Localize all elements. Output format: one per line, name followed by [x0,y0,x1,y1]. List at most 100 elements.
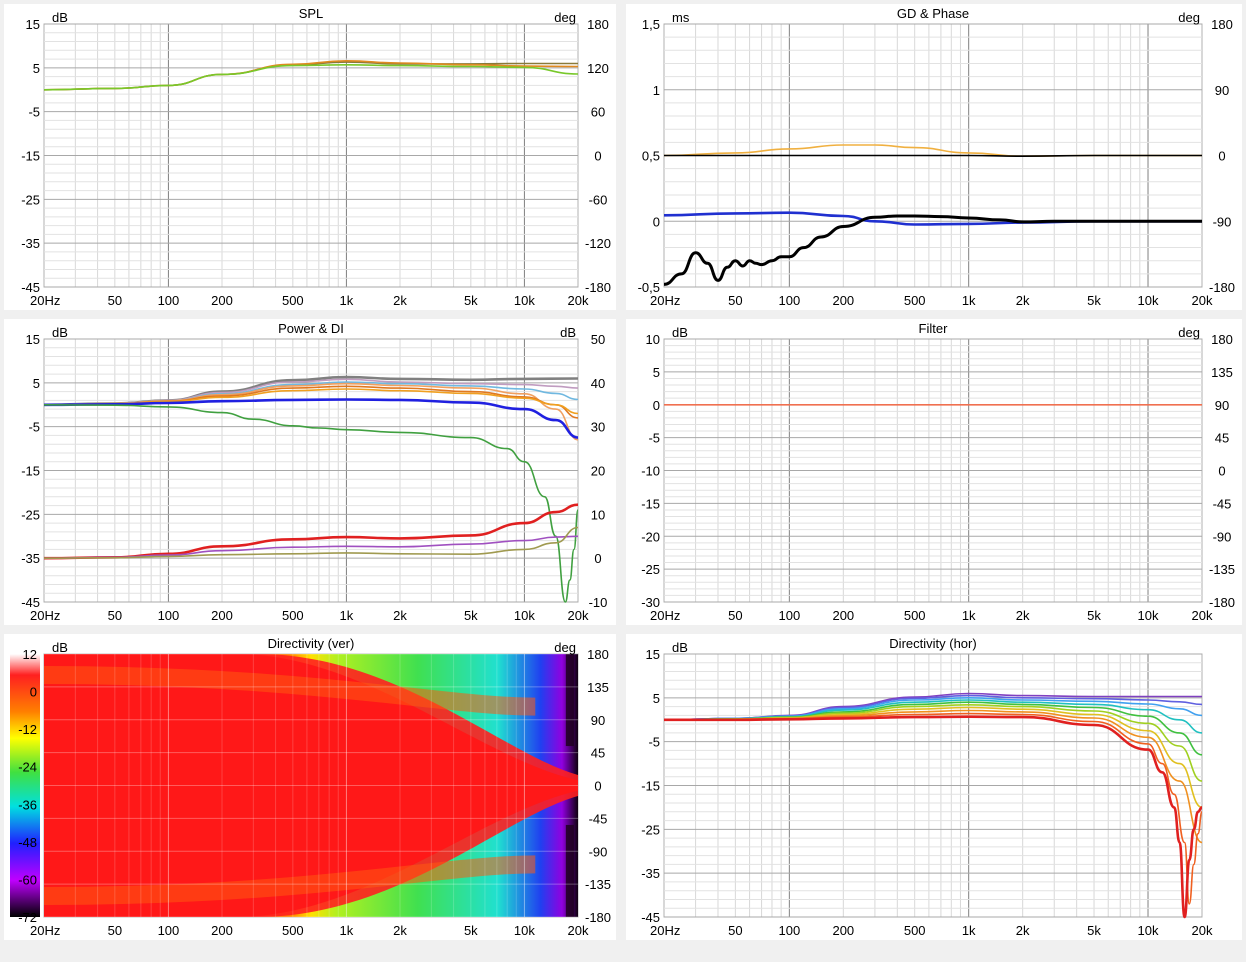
chart-title: Power & DI [278,321,344,336]
x-tick-label: 200 [832,923,854,938]
x-tick-label: 5k [1087,293,1101,308]
y2-tick-label: 135 [1211,365,1233,380]
y-tick-label: 5 [653,365,660,380]
x-tick-label: 20Hz [650,608,680,623]
colorbar-tick-label: 0 [30,685,37,700]
y2-tick-label: 180 [1211,332,1233,347]
x-tick-label: 10k [1138,608,1159,623]
x-tick-label: 100 [158,923,180,938]
y-tick-label: -25 [21,192,40,207]
x-tick-label: 20Hz [30,923,60,938]
y-unit-label: dB [52,640,68,655]
x-tick-label: 500 [282,293,304,308]
y2-tick-label: 90 [591,713,605,728]
y-tick-label: -35 [641,866,660,881]
y-tick-label: -25 [641,562,660,577]
x-tick-label: 20Hz [30,293,60,308]
x-tick-label: 10k [1138,293,1159,308]
y2-tick-label: 0 [594,149,601,164]
y2-tick-label: 0 [1218,149,1225,164]
x-tick-label: 100 [778,923,800,938]
y2-tick-label: -60 [589,192,608,207]
y2-tick-label: -120 [585,236,611,251]
power-di-chart: 20Hz 50 100 200 500 1k 2k 5k 10k 20k 15 5 -5 -15 -25 -3… [4,319,616,625]
x-tick-label: 200 [211,923,233,938]
x-tick-label: 20Hz [30,608,60,623]
y2-tick-label: -45 [589,811,608,826]
x-tick-label: 1k [962,293,976,308]
y-tick-label: 5 [33,61,40,76]
x-tick-label: 2k [393,923,407,938]
x-tick-label: 5k [464,923,478,938]
y2-tick-label: -90 [1213,214,1232,229]
x-tick-label: 2k [393,293,407,308]
y2-tick-label: -180 [1209,280,1235,295]
y2-tick-label: -180 [585,280,611,295]
x-tick-label: 20k [1192,608,1213,623]
x-tick-label: 20k [568,293,589,308]
series-line-1 [664,154,1202,158]
x-tick-label: 500 [282,608,304,623]
y2-tick-label: 120 [587,61,609,76]
x-tick-label: 20k [1192,923,1213,938]
y-tick-label: -25 [641,822,660,837]
y-tick-label: 15 [26,17,40,32]
y2-tick-label: 45 [591,746,605,761]
chart-title: Directivity (ver) [268,636,355,651]
x-tick-label: 500 [904,923,926,938]
y2-tick-label: -10 [589,595,608,610]
y-tick-label: 1 [653,83,660,98]
x-tick-label: 50 [108,608,122,623]
y2-tick-label: -135 [1209,562,1235,577]
series-line-2 [43,63,579,91]
x-tick-label: 500 [904,293,926,308]
y2-tick-label: 135 [587,680,609,695]
x-tick-label: 100 [778,293,800,308]
y2-tick-label: 50 [591,332,605,347]
x-tick-label: 50 [728,923,742,938]
x-tick-label: 20Hz [650,923,680,938]
y2-tick-label: 30 [591,420,605,435]
directivity-hor-plot: 20Hz 50 100 200 500 1k 2k 5k 10k 20k 15 5 -5 -15 -25 -3… [641,636,1213,938]
x-tick-label: 200 [832,293,854,308]
series-line-10 [43,526,579,559]
y-tick-label: -35 [21,551,40,566]
colorbar-tick-label: -48 [18,835,37,850]
y2-tick-label: 90 [1215,398,1229,413]
series-line-9 [664,715,1203,919]
y-tick-label: -45 [21,280,40,295]
y2-tick-label: 0 [594,779,601,794]
y-tick-label: -5 [648,431,660,446]
y-unit-label: dB [672,325,688,340]
x-tick-label: 10k [1138,923,1159,938]
x-tick-label: 2k [393,608,407,623]
filter-chart: 20Hz 50 100 200 500 1k 2k 5k 10k 20k 10 5 0 -5 -10 -15-… [626,319,1242,625]
x-tick-label: 5k [464,608,478,623]
heatmap-null-lower [565,824,574,917]
heatmap-core-lobe [44,654,578,917]
colorbar-tick-label: -72 [18,910,37,925]
x-tick-label: 2k [1016,923,1030,938]
directivity-hor-chart: 20Hz 50 100 200 500 1k 2k 5k 10k 20k 15 5 -5 -15 -25 -3… [626,634,1242,940]
spl-plot: 20Hz 50 100 200 500 1k 2k 5k 10k 20k 15 5 -5 -15 -25 -3… [21,6,611,308]
y2-tick-label: 60 [591,105,605,120]
y-tick-label: -45 [641,910,660,925]
y2-unit-label: deg [1178,325,1200,340]
y-tick-label: -45 [21,595,40,610]
x-tick-label: 500 [904,608,926,623]
y-tick-label: 5 [33,376,40,391]
x-tick-label: 1k [340,293,354,308]
y2-tick-label: 180 [1211,17,1233,32]
y2-tick-label: -180 [1209,595,1235,610]
y-unit-label: dB [672,640,688,655]
y-tick-label: -5 [648,735,660,750]
x-tick-label: 2k [1016,608,1030,623]
series-line-8 [43,503,579,560]
x-tick-label: 20k [568,608,589,623]
x-tick-label: 200 [211,293,233,308]
series-line-9 [43,535,579,559]
power-di-plot: 20Hz 50 100 200 500 1k 2k 5k 10k 20k155-5-15-25-3… [21,321,608,623]
heatmap-lower-band [43,855,536,905]
filter-plot: 20Hz 50 100 200 500 1k 2k 5k 10k 20k1050-5-10-15-… [641,321,1235,623]
y2-unit-label: dB [560,325,576,340]
